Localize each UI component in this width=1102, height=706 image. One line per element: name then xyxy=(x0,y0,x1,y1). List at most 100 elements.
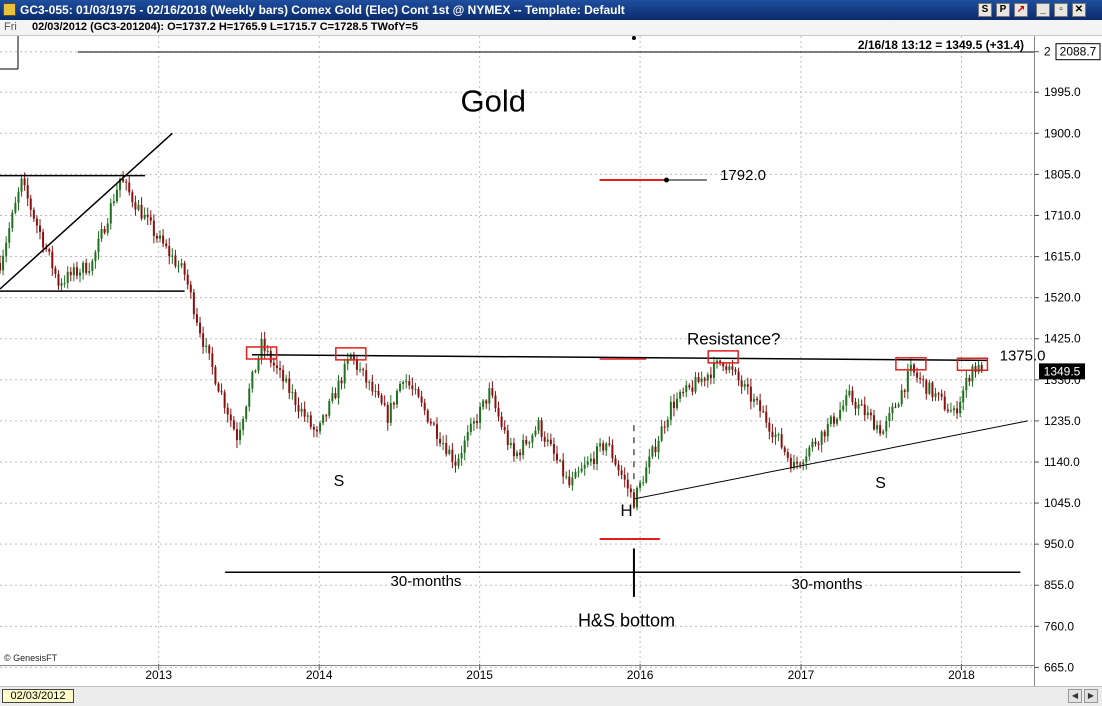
candle-body xyxy=(0,263,1,271)
candle-body xyxy=(657,440,660,453)
candle-body xyxy=(405,381,408,383)
candle-body xyxy=(63,282,66,284)
candle-body xyxy=(928,382,931,394)
candle-body xyxy=(891,406,894,414)
candle-body xyxy=(146,214,149,217)
candle-body xyxy=(119,178,122,190)
last-price-box xyxy=(1039,363,1085,380)
candle-body xyxy=(882,431,885,434)
candle-body xyxy=(174,255,177,267)
candle-body xyxy=(488,388,491,404)
candle-body xyxy=(180,263,183,266)
candle-body xyxy=(275,365,278,369)
candle-body xyxy=(420,396,423,403)
candle-body xyxy=(448,449,451,454)
price-chart[interactable]: 2 1995.0 1900.0 1805.0 1710.0 1615.0 1520.0 142… xyxy=(0,36,1102,686)
candle-body xyxy=(72,267,75,276)
candle-body xyxy=(703,378,706,381)
x-tick-label: 2014 xyxy=(306,668,333,682)
candle-body xyxy=(229,414,232,421)
candle-body xyxy=(688,385,691,388)
candle-body xyxy=(134,202,137,210)
candle-body xyxy=(235,429,238,441)
candle-body xyxy=(408,381,411,386)
candle-body xyxy=(712,362,715,379)
x-tick-label: 2015 xyxy=(466,668,493,682)
candle-body xyxy=(374,391,377,393)
candle-body xyxy=(245,406,248,419)
candle-body xyxy=(85,262,88,273)
candle-body xyxy=(94,252,97,262)
p-button[interactable]: P xyxy=(996,3,1010,17)
candle-body xyxy=(362,369,365,371)
candle-body xyxy=(977,364,980,373)
candle-body xyxy=(956,408,959,414)
candle-body xyxy=(66,271,69,283)
candle-body xyxy=(411,385,414,390)
scroll-left-icon[interactable]: ◀ xyxy=(1068,689,1082,703)
candle-body xyxy=(768,422,771,432)
candle-body xyxy=(460,453,463,459)
candle-body xyxy=(669,401,672,420)
candle-body xyxy=(365,370,368,383)
candle-body xyxy=(79,272,82,276)
candle-body xyxy=(512,443,515,457)
candle-body xyxy=(32,209,35,219)
candle-body xyxy=(626,479,629,489)
candle-body xyxy=(731,366,734,370)
candle-body xyxy=(725,366,728,371)
candle-body xyxy=(842,405,845,410)
candle-body xyxy=(903,390,906,392)
candle-body xyxy=(423,402,426,411)
candle-body xyxy=(974,366,977,373)
candle-body xyxy=(8,228,11,243)
x-tick-label: 2017 xyxy=(788,668,815,682)
candle-body xyxy=(685,385,688,393)
candle-body xyxy=(475,421,478,423)
s-button[interactable]: S xyxy=(978,3,992,17)
day-label: Fri xyxy=(4,21,17,33)
candle-body xyxy=(651,446,654,457)
candle-body xyxy=(20,178,23,192)
candle-body xyxy=(820,431,823,445)
candle-body xyxy=(648,456,651,468)
candle-body xyxy=(334,393,337,399)
candle-body xyxy=(808,447,811,457)
candle-body xyxy=(122,178,125,182)
candle-body xyxy=(765,411,768,423)
candle-body xyxy=(220,391,223,393)
candle-body xyxy=(503,426,506,431)
candle-body xyxy=(494,395,497,409)
minimize-button[interactable]: _ xyxy=(1036,3,1050,17)
candle-body xyxy=(617,464,620,471)
candle-body xyxy=(796,461,799,464)
candle-body xyxy=(528,442,531,444)
candle-body xyxy=(660,426,663,441)
candle-body xyxy=(266,350,269,352)
candle-body xyxy=(226,407,229,415)
close-button[interactable]: ✕ xyxy=(1072,3,1086,17)
candle-body xyxy=(54,268,57,274)
candle-body xyxy=(980,364,983,372)
candle-body xyxy=(414,389,417,391)
candle-body xyxy=(131,192,134,203)
app-icon xyxy=(3,3,16,16)
top-price-label: 2088.7 xyxy=(1060,45,1097,59)
restore-button[interactable]: ▫ xyxy=(1054,3,1068,17)
candle-body xyxy=(802,462,805,465)
candle-body xyxy=(783,447,786,453)
candle-body xyxy=(780,434,783,448)
time-scrollbar[interactable]: 02/03/2012 ◀ ▶ xyxy=(0,686,1102,706)
candle-body xyxy=(694,377,697,392)
candle-body xyxy=(789,457,792,469)
scroll-right-icon[interactable]: ▶ xyxy=(1084,689,1098,703)
candle-body xyxy=(395,391,398,405)
candle-body xyxy=(260,338,263,358)
candle-body xyxy=(14,202,17,213)
candle-body xyxy=(728,366,731,371)
candle-body xyxy=(525,439,528,444)
candle-body xyxy=(916,372,919,378)
candle-body xyxy=(417,389,420,397)
candle-body xyxy=(506,430,509,446)
popout-icon[interactable]: ↗ xyxy=(1014,3,1028,17)
